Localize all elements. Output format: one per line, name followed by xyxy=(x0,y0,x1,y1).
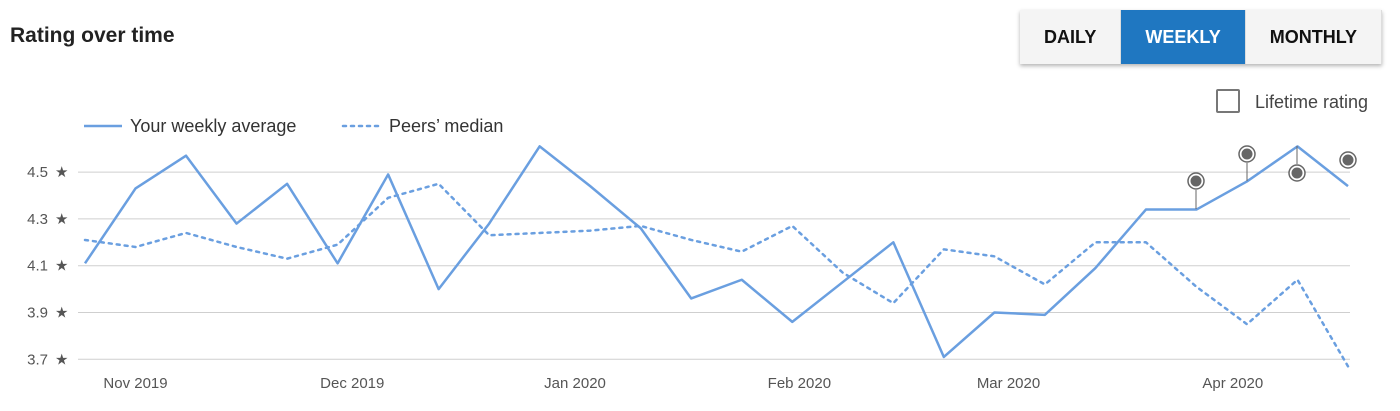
x-tick-label: Jan 2020 xyxy=(544,375,606,392)
x-tick-label: Feb 2020 xyxy=(768,375,831,392)
y-tick-star: ★ xyxy=(55,211,68,228)
pin-dot xyxy=(1241,148,1253,160)
y-tick-label: 4.3 xyxy=(27,211,48,228)
checkbox-label[interactable]: Lifetime rating xyxy=(1255,92,1369,112)
plot: 4.5 ★ 4.3 ★ 4.1 ★ 3.9 ★ 3.7 ★ Nov 2019 Dec 2019 Jan … xyxy=(27,116,1350,392)
period-toggle: DAILY WEEKLY MONTHLY xyxy=(1020,10,1383,64)
series-line xyxy=(83,182,1350,368)
period-button[interactable]: MONTHLY xyxy=(1245,10,1383,64)
pin-dot xyxy=(1342,154,1354,166)
period-button[interactable]: DAILY xyxy=(1020,10,1122,64)
checkbox[interactable] xyxy=(1216,89,1240,113)
legend-label: Peers’ median xyxy=(389,116,503,136)
y-tick-label: 4.5 xyxy=(27,164,48,181)
pin-dot xyxy=(1190,175,1202,187)
y-tick-label: 3.7 xyxy=(27,351,48,368)
period-button[interactable]: WEEKLY xyxy=(1121,10,1246,64)
x-tick-label: Dec 2019 xyxy=(320,375,384,392)
chart-title: Rating over time xyxy=(10,24,175,47)
x-tick-label: Mar 2020 xyxy=(977,375,1040,392)
legend-label: Your weekly average xyxy=(130,116,296,136)
y-tick-label: 4.1 xyxy=(27,258,48,275)
y-tick-star: ★ xyxy=(55,164,68,181)
annotation-pins xyxy=(1187,145,1357,209)
y-tick-star: ★ xyxy=(55,351,68,368)
y-tick-star: ★ xyxy=(55,258,68,275)
series-line xyxy=(83,145,1349,359)
y-tick-star: ★ xyxy=(55,304,68,321)
x-tick-label: Apr 2020 xyxy=(1202,375,1263,392)
y-tick-label: 3.9 xyxy=(27,304,48,321)
x-tick-label: Nov 2019 xyxy=(103,375,167,392)
pin-dot xyxy=(1291,167,1303,179)
